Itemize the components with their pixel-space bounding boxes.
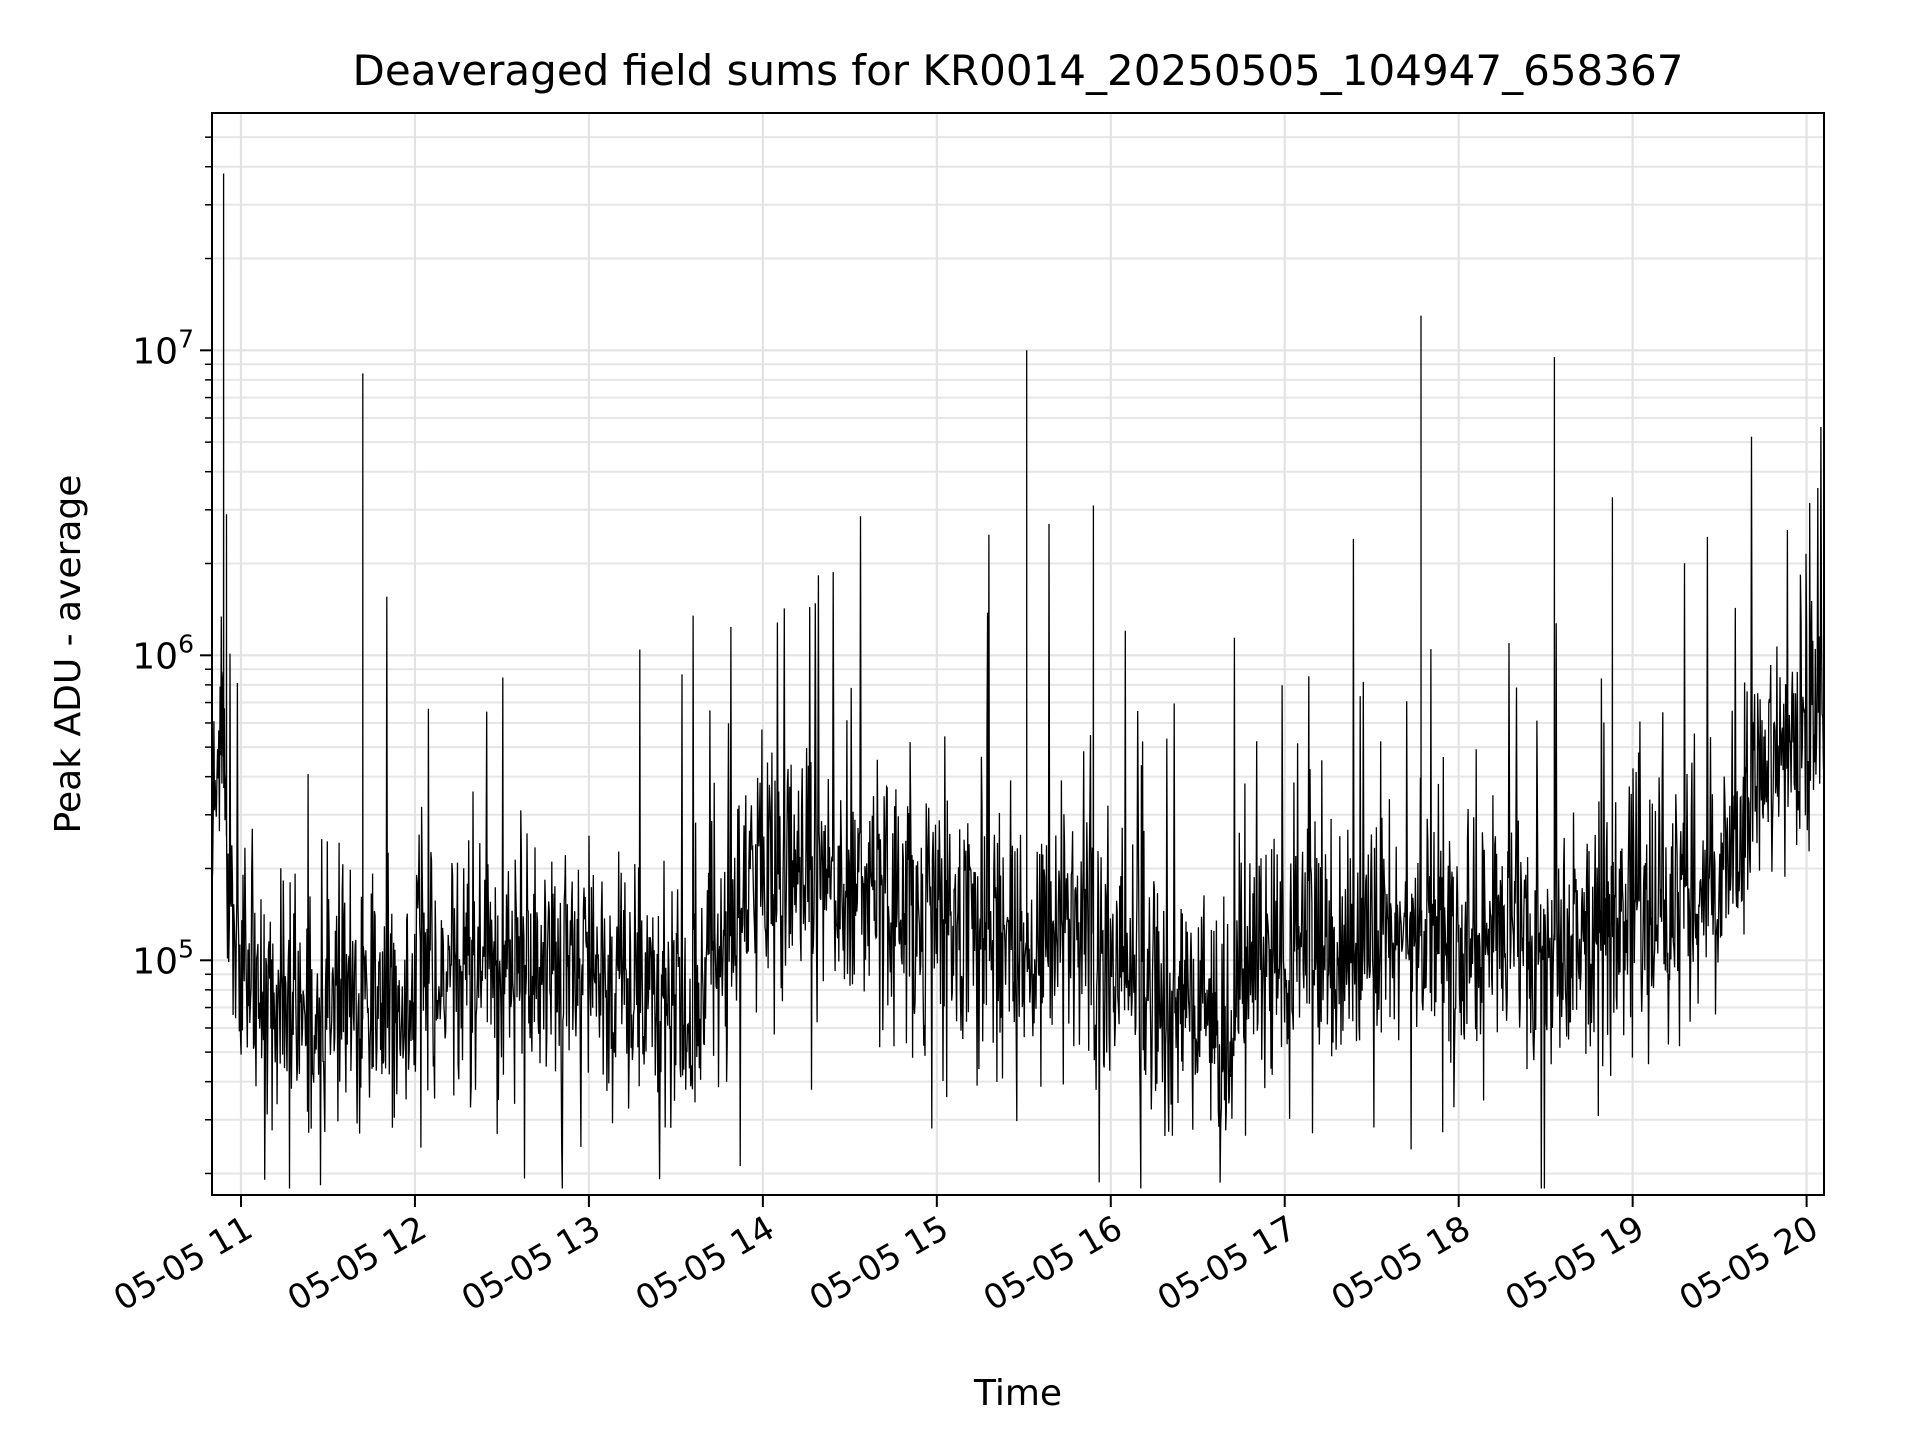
y-axis-minor-ticks <box>205 136 212 1175</box>
series-line <box>212 173 1824 1189</box>
x-axis-label: Time <box>973 1373 1062 1414</box>
plot-frame <box>211 112 1825 1196</box>
y-axis-label: Peak ADU - average <box>48 475 89 834</box>
chart-title: Deaveraged field sums for KR0014_2025050… <box>353 46 1684 95</box>
